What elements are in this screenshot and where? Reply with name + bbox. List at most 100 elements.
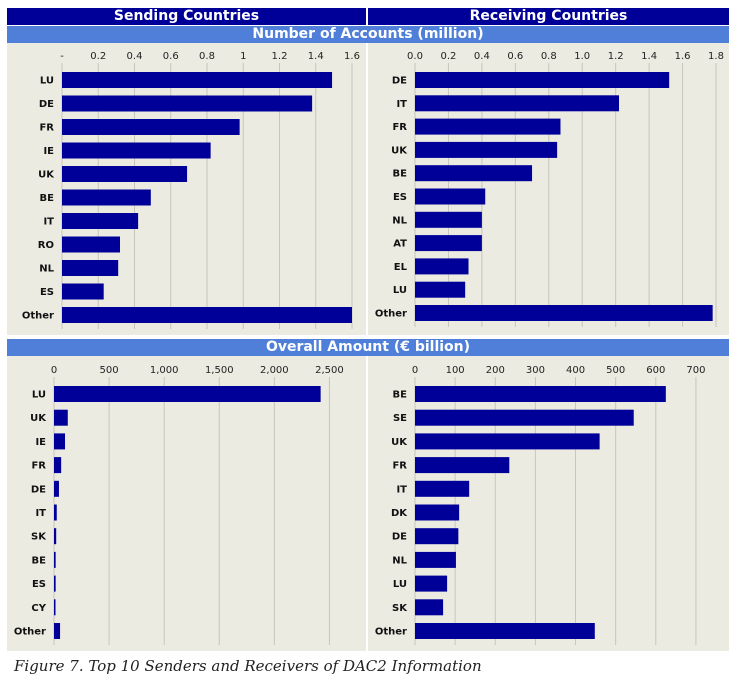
bar — [415, 599, 444, 616]
x-tick-label: 0.4 — [127, 51, 143, 62]
category-label: IT — [43, 217, 54, 228]
category-label: BE — [393, 390, 408, 401]
bar — [415, 141, 558, 158]
header-sending: Sending Countries — [7, 8, 366, 25]
category-label: DE — [392, 76, 407, 87]
x-tick-label: 0.2 — [90, 51, 106, 62]
category-label: SK — [31, 532, 47, 543]
x-tick-label: 0 — [51, 365, 57, 376]
figure-caption: Figure 7. Top 10 Senders and Receivers o… — [14, 657, 482, 675]
bar — [415, 188, 486, 205]
category-label: Other — [14, 627, 46, 638]
bar — [415, 480, 470, 497]
category-label: SK — [392, 603, 408, 614]
chart-accounts-receiving: 0.0 0.2 0.4 0.6 0.8 1.0 1.2 1.4 1.6 1.8 DE IT FR UK BE… — [375, 51, 724, 327]
panel-accounts-sending: - 0.2 0.4 0.6 0.8 1 1.2 1.4 1.6 LU DE FR IE UK BE IT RO N… — [7, 43, 366, 335]
category-label: UK — [30, 413, 47, 424]
x-tick-label: 1.0 — [574, 51, 590, 62]
bar — [54, 386, 321, 402]
category-label: DE — [31, 484, 46, 495]
category-label: ES — [32, 579, 46, 590]
category-label: CY — [31, 603, 46, 614]
bar — [62, 260, 119, 276]
x-tick-label: 2,000 — [260, 365, 289, 376]
bar — [415, 386, 666, 402]
bar — [415, 551, 456, 568]
bar — [415, 258, 469, 275]
panel-accounts-receiving: 0.0 0.2 0.4 0.6 0.8 1.0 1.2 1.4 1.6 1.8 DE IT FR UK BE… — [368, 43, 729, 335]
x-tick-label: 700 — [686, 365, 705, 376]
bar — [415, 504, 460, 521]
category-label: ES — [393, 192, 407, 203]
x-tick-label: 400 — [566, 365, 585, 376]
bar — [415, 165, 533, 182]
category-label: NL — [392, 215, 407, 226]
category-label: BE — [32, 555, 47, 566]
bar — [415, 118, 561, 135]
bar — [415, 457, 510, 474]
x-tick-label: 1.4 — [641, 51, 657, 62]
header-receiving: Receiving Countries — [368, 8, 729, 25]
category-label: FR — [39, 123, 54, 134]
bar — [62, 307, 352, 323]
category-label: NL — [39, 264, 54, 275]
x-tick-label: 0.2 — [440, 51, 456, 62]
bar — [415, 575, 448, 592]
bar — [62, 236, 120, 253]
category-label: ES — [40, 287, 54, 298]
category-label: IE — [35, 437, 46, 448]
bar — [54, 528, 57, 545]
x-tick-label: 600 — [646, 365, 665, 376]
x-tick-label: 1.6 — [344, 51, 360, 62]
bar — [415, 528, 459, 545]
bar — [54, 433, 66, 450]
bar — [54, 480, 59, 497]
x-tick-label: 1.8 — [708, 51, 724, 62]
bar — [54, 409, 68, 426]
bar — [62, 72, 333, 88]
x-tick-label: 500 — [100, 365, 119, 376]
x-tick-label: 500 — [606, 365, 625, 376]
x-tick-label: 1.2 — [272, 51, 288, 62]
header-amount: Overall Amount (€ billion) — [7, 339, 729, 356]
category-label: SE — [393, 413, 407, 424]
bar — [54, 575, 56, 592]
x-tick-label: - — [60, 51, 64, 62]
category-label: IE — [43, 146, 54, 157]
category-label: IT — [396, 99, 407, 110]
bar — [415, 95, 620, 112]
category-label: RO — [38, 240, 54, 251]
category-label: BE — [40, 193, 55, 204]
category-label: DK — [391, 508, 408, 519]
chart-accounts-sending: - 0.2 0.4 0.6 0.8 1 1.2 1.4 1.6 LU DE FR IE UK BE IT RO N… — [22, 51, 360, 329]
x-tick-label: 0.8 — [199, 51, 215, 62]
category-label: DE — [392, 532, 407, 543]
x-tick-label: 0.0 — [407, 51, 423, 62]
panel-amount-receiving: 0 100 200 300 400 500 600 700 BE SE UK FR IT DK DE NL LU… — [368, 356, 729, 651]
bar — [54, 599, 56, 616]
bar — [415, 409, 634, 426]
chart-amount-sending: 0 500 1,000 1,500 2,000 2,500 LU UK IE FR DE IT SK BE… — [14, 365, 344, 645]
bar — [415, 623, 595, 639]
category-label: UK — [38, 170, 55, 181]
bar — [62, 95, 313, 112]
category-label: UK — [391, 437, 408, 448]
x-tick-label: 100 — [446, 365, 465, 376]
category-label: FR — [392, 122, 407, 133]
x-tick-label: 0.8 — [541, 51, 557, 62]
bar — [415, 211, 482, 228]
bar — [415, 305, 713, 321]
header-accounts: Number of Accounts (million) — [7, 26, 729, 43]
x-tick-label: 1.6 — [675, 51, 691, 62]
x-tick-label: 200 — [486, 365, 505, 376]
bar — [62, 283, 104, 300]
category-label: FR — [392, 461, 407, 472]
category-label: LU — [393, 285, 407, 296]
bar — [54, 551, 56, 568]
x-tick-label: 300 — [526, 365, 545, 376]
category-label: Other — [375, 309, 407, 320]
category-label: FR — [31, 461, 46, 472]
category-label: NL — [392, 555, 407, 566]
x-tick-label: 2,500 — [315, 365, 344, 376]
category-label: BE — [393, 169, 408, 180]
